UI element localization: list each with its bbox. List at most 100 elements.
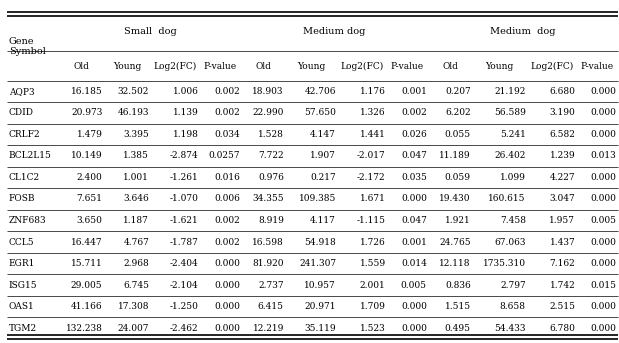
Text: 0.495: 0.495 <box>445 324 471 333</box>
Text: 24.765: 24.765 <box>439 238 471 247</box>
Text: 8.658: 8.658 <box>500 302 526 311</box>
Text: OAS1: OAS1 <box>9 302 35 311</box>
Text: TGM2: TGM2 <box>9 324 37 333</box>
Text: 56.589: 56.589 <box>494 108 526 117</box>
Text: 1.528: 1.528 <box>258 130 284 139</box>
Text: 32.502: 32.502 <box>118 87 149 96</box>
Text: 1.001: 1.001 <box>123 173 149 182</box>
Text: Young: Young <box>485 61 514 71</box>
Text: Young: Young <box>113 61 141 71</box>
Text: 0.002: 0.002 <box>214 216 240 225</box>
Text: 57.650: 57.650 <box>304 108 336 117</box>
Text: 1.515: 1.515 <box>444 302 471 311</box>
Text: 0.002: 0.002 <box>401 108 427 117</box>
Text: P-value: P-value <box>581 61 613 71</box>
Text: 2.737: 2.737 <box>258 281 284 289</box>
Text: Log2(FC): Log2(FC) <box>340 61 384 71</box>
Text: 1.709: 1.709 <box>360 302 386 311</box>
Text: 3.047: 3.047 <box>550 194 575 203</box>
Text: 0.000: 0.000 <box>591 130 617 139</box>
Text: 22.990: 22.990 <box>253 108 284 117</box>
Text: 0.026: 0.026 <box>401 130 427 139</box>
Text: 6.582: 6.582 <box>550 130 575 139</box>
Text: 1.957: 1.957 <box>549 216 575 225</box>
Text: 3.190: 3.190 <box>550 108 575 117</box>
Text: 16.447: 16.447 <box>71 238 102 247</box>
Text: 160.615: 160.615 <box>488 194 526 203</box>
Text: Old: Old <box>74 61 90 71</box>
Text: P-value: P-value <box>204 61 237 71</box>
Text: -1.787: -1.787 <box>170 238 199 247</box>
Text: 42.706: 42.706 <box>305 87 336 96</box>
Text: 16.185: 16.185 <box>71 87 102 96</box>
Text: 7.651: 7.651 <box>76 194 102 203</box>
Text: ZNF683: ZNF683 <box>9 216 46 225</box>
Text: 0.015: 0.015 <box>591 281 617 289</box>
Text: 46.193: 46.193 <box>118 108 149 117</box>
Text: EGR1: EGR1 <box>9 259 35 268</box>
Text: Medium dog: Medium dog <box>303 27 366 36</box>
Text: 6.745: 6.745 <box>123 281 149 289</box>
Text: CL1C2: CL1C2 <box>9 173 40 182</box>
Text: ISG15: ISG15 <box>9 281 37 289</box>
Text: 0.016: 0.016 <box>214 173 240 182</box>
Text: 1735.310: 1735.310 <box>483 259 526 268</box>
Text: 0.035: 0.035 <box>401 173 427 182</box>
Text: 0.047: 0.047 <box>401 216 427 225</box>
Text: 6.202: 6.202 <box>445 108 471 117</box>
Text: 0.000: 0.000 <box>591 108 617 117</box>
Text: CDID: CDID <box>9 108 33 117</box>
Text: 3.646: 3.646 <box>123 194 149 203</box>
Text: 1.671: 1.671 <box>360 194 386 203</box>
Text: 8.919: 8.919 <box>258 216 284 225</box>
Text: 3.650: 3.650 <box>77 216 102 225</box>
Text: Old: Old <box>255 61 271 71</box>
Text: 132.238: 132.238 <box>66 324 102 333</box>
Text: Gene
Symbol: Gene Symbol <box>9 37 46 56</box>
Text: 35.119: 35.119 <box>305 324 336 333</box>
Text: Medium  dog: Medium dog <box>490 27 556 36</box>
Text: 2.400: 2.400 <box>77 173 102 182</box>
Text: 2.968: 2.968 <box>123 259 149 268</box>
Text: Young: Young <box>297 61 326 71</box>
Text: 2.001: 2.001 <box>360 281 386 289</box>
Text: -1.250: -1.250 <box>170 302 199 311</box>
Text: 1.441: 1.441 <box>360 130 386 139</box>
Text: 0.000: 0.000 <box>591 194 617 203</box>
Text: 0.207: 0.207 <box>445 87 471 96</box>
Text: 0.000: 0.000 <box>591 238 617 247</box>
Text: 11.189: 11.189 <box>439 152 471 161</box>
Text: 0.0257: 0.0257 <box>208 152 240 161</box>
Text: -1.621: -1.621 <box>170 216 199 225</box>
Text: 0.000: 0.000 <box>591 324 617 333</box>
Text: 1.326: 1.326 <box>360 108 386 117</box>
Text: 0.000: 0.000 <box>214 324 240 333</box>
Text: BCL2L15: BCL2L15 <box>9 152 51 161</box>
Text: -2.104: -2.104 <box>170 281 199 289</box>
Text: 1.099: 1.099 <box>500 173 526 182</box>
Text: 1.187: 1.187 <box>123 216 149 225</box>
Text: 17.308: 17.308 <box>118 302 149 311</box>
Text: 0.005: 0.005 <box>591 216 617 225</box>
Text: CRLF2: CRLF2 <box>9 130 40 139</box>
Text: 1.559: 1.559 <box>360 259 386 268</box>
Text: 0.000: 0.000 <box>591 173 617 182</box>
Text: 81.920: 81.920 <box>253 259 284 268</box>
Text: 4.767: 4.767 <box>123 238 149 247</box>
Text: 1.921: 1.921 <box>445 216 471 225</box>
Text: 0.013: 0.013 <box>591 152 617 161</box>
Text: -2.017: -2.017 <box>357 152 386 161</box>
Text: 0.000: 0.000 <box>591 259 617 268</box>
Text: Log2(FC): Log2(FC) <box>154 61 197 71</box>
Text: 24.007: 24.007 <box>118 324 149 333</box>
Text: 26.402: 26.402 <box>495 152 526 161</box>
Text: 0.002: 0.002 <box>214 108 240 117</box>
Text: 0.000: 0.000 <box>591 302 617 311</box>
Text: 0.000: 0.000 <box>214 281 240 289</box>
Text: Small  dog: Small dog <box>124 27 177 36</box>
Text: 12.219: 12.219 <box>253 324 284 333</box>
Text: -1.115: -1.115 <box>357 216 386 225</box>
Text: Log2(FC): Log2(FC) <box>530 61 573 71</box>
Text: 7.458: 7.458 <box>500 216 526 225</box>
Text: 20.973: 20.973 <box>71 108 102 117</box>
